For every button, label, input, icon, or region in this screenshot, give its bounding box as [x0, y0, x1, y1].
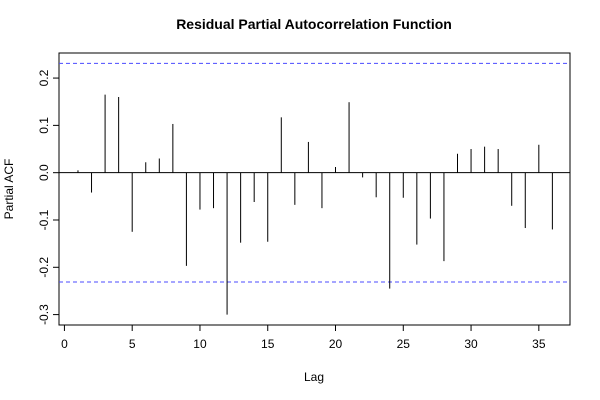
- y-tick-label--0.2: -0.2: [37, 257, 51, 278]
- y-tick-label-0.1: 0.1: [37, 117, 51, 134]
- x-tick-label-10: 10: [193, 337, 207, 351]
- pacf-spikes: [77, 94, 553, 315]
- x-tick-label-15: 15: [261, 337, 275, 351]
- confidence-bounds: [59, 62, 570, 283]
- chart-title: Residual Partial Autocorrelation Functio…: [176, 16, 452, 32]
- plot-frame: [58, 52, 571, 326]
- y-tick-label-0: 0.0: [37, 164, 51, 181]
- y-tick-label-0.2: 0.2: [37, 69, 51, 86]
- x-tick-label-0: 0: [61, 337, 68, 351]
- x-axis: 0 5 10 15 20 25 30 35: [61, 325, 546, 351]
- y-axis-label: Partial ACF: [2, 159, 16, 220]
- y-axis: -0.3 -0.2 -0.1 0.0 0.1 0.2: [37, 69, 59, 325]
- y-tick-label--0.3: -0.3: [37, 304, 51, 325]
- x-tick-label-30: 30: [464, 337, 478, 351]
- y-tick-label--0.1: -0.1: [37, 209, 51, 230]
- x-tick-label-25: 25: [397, 337, 411, 351]
- x-tick-label-35: 35: [532, 337, 546, 351]
- x-tick-label-20: 20: [329, 337, 343, 351]
- x-tick-label-5: 5: [129, 337, 136, 351]
- x-axis-label: Lag: [304, 370, 324, 384]
